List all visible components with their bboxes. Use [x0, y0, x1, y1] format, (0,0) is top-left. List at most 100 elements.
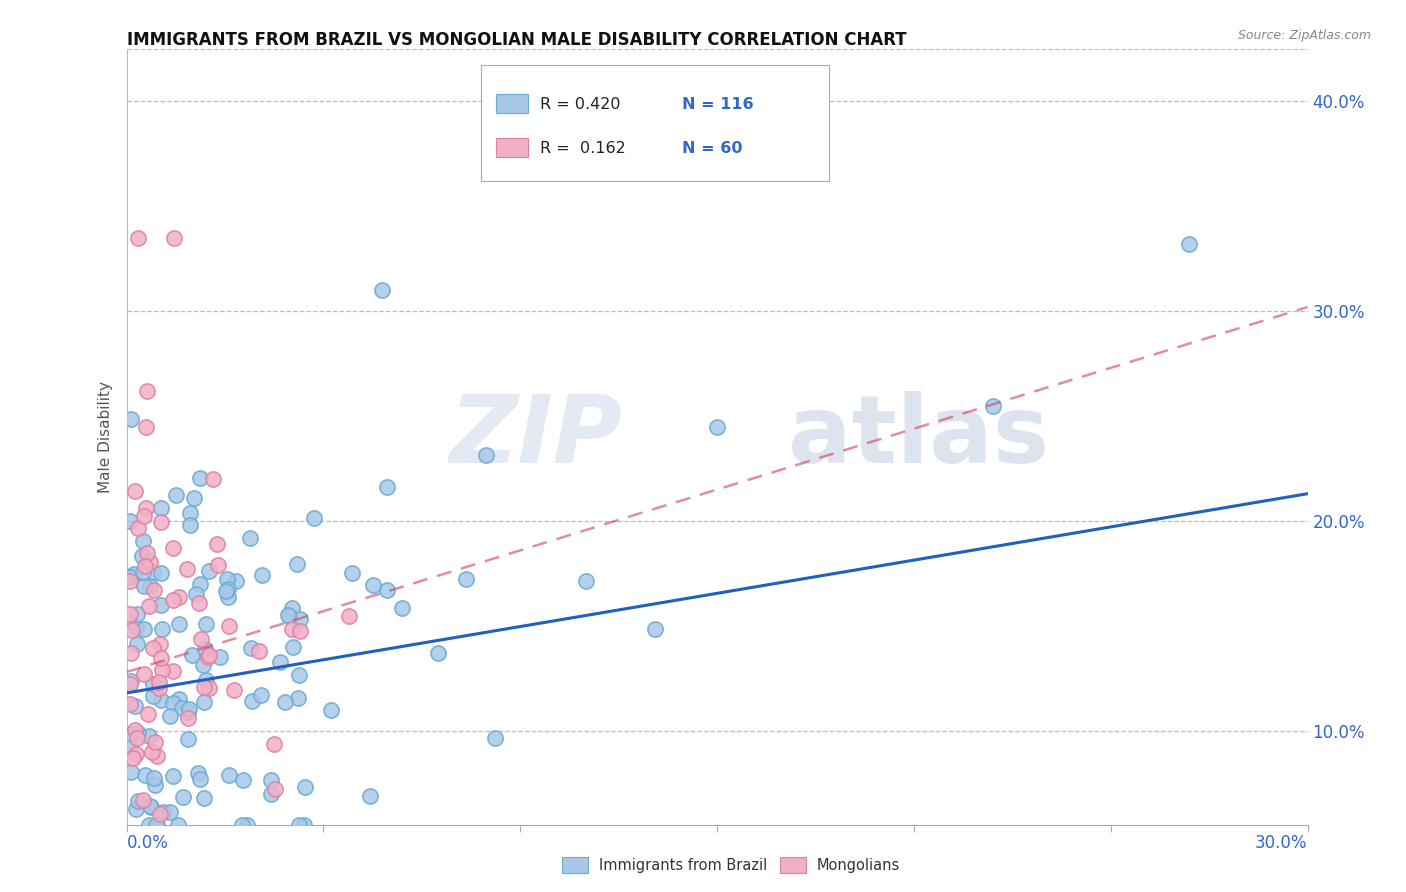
Text: N = 60: N = 60 [682, 141, 742, 156]
Point [172, 701, 194, 715]
Point [264, 782, 287, 797]
Point [143, 778, 166, 792]
Point [120, 677, 142, 691]
Text: Source: ZipAtlas.com: Source: ZipAtlas.com [1237, 29, 1371, 42]
Point [250, 568, 273, 582]
Text: ZIP: ZIP [450, 391, 623, 483]
Text: 30.0%: 30.0% [1256, 834, 1308, 852]
Point [162, 541, 184, 556]
Point [143, 772, 166, 786]
Point [292, 818, 315, 832]
Point [181, 648, 204, 662]
Point [162, 769, 184, 783]
Point [283, 640, 305, 654]
FancyBboxPatch shape [496, 138, 529, 157]
Point [141, 800, 163, 814]
Point [183, 491, 205, 505]
Point [127, 794, 149, 808]
Point [193, 680, 215, 694]
Point [138, 729, 160, 743]
Point [148, 681, 170, 695]
Point [152, 805, 174, 819]
Point [150, 663, 173, 677]
Point [218, 768, 240, 782]
Point [176, 562, 198, 576]
Point [188, 576, 211, 591]
Point [167, 692, 190, 706]
Point [124, 483, 146, 498]
Point [391, 600, 413, 615]
Point [134, 509, 156, 524]
Point [149, 638, 172, 652]
Point [132, 533, 155, 548]
Point [125, 802, 148, 816]
Point [232, 772, 254, 787]
Point [127, 231, 149, 245]
Point [456, 572, 478, 586]
Point [193, 695, 215, 709]
Point [193, 791, 215, 805]
FancyBboxPatch shape [496, 95, 529, 113]
Point [132, 579, 155, 593]
Point [138, 818, 160, 832]
Point [177, 702, 200, 716]
Point [195, 617, 218, 632]
Point [294, 780, 316, 794]
Point [165, 488, 187, 502]
Point [361, 578, 384, 592]
Point [135, 501, 157, 516]
Point [120, 727, 142, 741]
Point [142, 641, 165, 656]
Point [167, 818, 190, 832]
Point [260, 772, 283, 787]
Point [132, 622, 155, 636]
Point [124, 567, 146, 582]
FancyBboxPatch shape [481, 64, 830, 181]
Point [263, 737, 285, 751]
Point [188, 470, 211, 484]
Point [127, 731, 149, 745]
Point [274, 695, 297, 709]
Point [290, 624, 312, 638]
Point [132, 667, 155, 681]
Point [163, 231, 186, 245]
Point [193, 657, 215, 672]
Point [134, 558, 156, 573]
Point [127, 521, 149, 535]
Text: atlas: atlas [787, 391, 1049, 483]
Point [139, 799, 162, 814]
Point [285, 558, 308, 572]
Point [209, 650, 232, 665]
Point [142, 583, 165, 598]
Point [288, 667, 311, 681]
Point [148, 675, 170, 690]
Point [142, 689, 165, 703]
Point [150, 516, 173, 530]
Point [172, 789, 194, 804]
Point [359, 789, 381, 803]
Point [179, 506, 201, 520]
Text: 0.0%: 0.0% [127, 834, 169, 852]
Point [120, 574, 142, 588]
Point [288, 818, 311, 832]
Point [142, 566, 165, 580]
Point [371, 283, 394, 297]
Point [143, 735, 166, 749]
Point [239, 531, 262, 545]
Point [149, 693, 172, 707]
Point [375, 582, 398, 597]
Point [162, 593, 184, 607]
Point [150, 651, 173, 665]
Point [187, 596, 209, 610]
Point [177, 731, 200, 746]
Point [149, 806, 172, 821]
Point [288, 612, 311, 626]
Point [188, 772, 211, 786]
Point [120, 674, 142, 689]
Point [139, 555, 162, 569]
Point [120, 765, 142, 780]
Point [145, 818, 167, 832]
Point [145, 818, 167, 832]
Point [136, 546, 159, 560]
Text: N = 116: N = 116 [682, 96, 754, 112]
